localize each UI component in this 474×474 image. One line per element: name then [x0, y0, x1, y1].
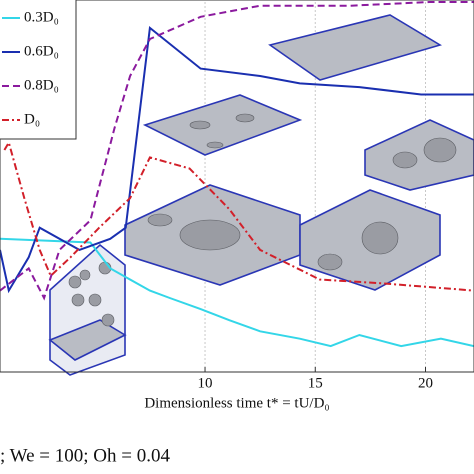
series-line [0, 25, 474, 294]
series-line [0, 237, 474, 348]
x-axis-label: Dimensionless time t* = tU/D₀ [144, 395, 329, 411]
series-line [0, 0, 474, 301]
legend-label: 0.3D₀ [24, 9, 59, 25]
plot-frame [0, 0, 474, 373]
legend-label: D₀ [24, 111, 40, 127]
x-tick-label: 20 [418, 375, 433, 391]
legend-label: 0.8D₀ [24, 77, 59, 93]
legend-label: 0.6D₀ [24, 43, 59, 59]
x-tick-label: 15 [308, 375, 323, 391]
series-line [3, 140, 474, 292]
legend: 0.3D₀ 0.6D₀ 0.8D₀ D₀ [0, 0, 77, 140]
x-tick-label: 10 [198, 375, 213, 391]
caption: ; We = 100; Oh = 0.04 [0, 445, 170, 466]
simulation-insets [48, 14, 474, 376]
